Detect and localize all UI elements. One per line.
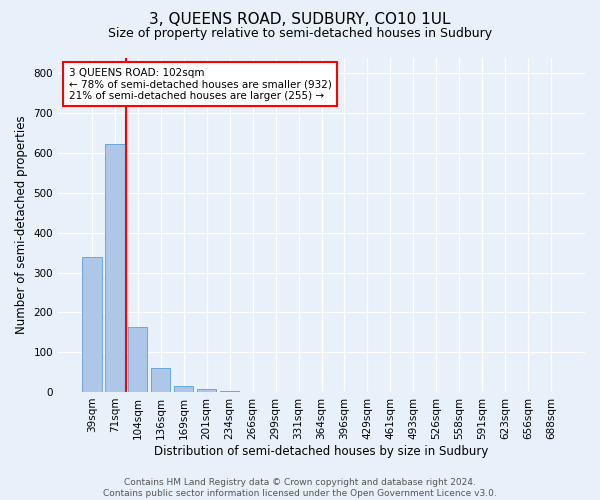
Text: Contains HM Land Registry data © Crown copyright and database right 2024.
Contai: Contains HM Land Registry data © Crown c… — [103, 478, 497, 498]
Bar — [151, 368, 170, 392]
Bar — [128, 327, 148, 392]
Bar — [174, 386, 193, 392]
Bar — [197, 389, 217, 392]
Bar — [82, 258, 101, 392]
X-axis label: Distribution of semi-detached houses by size in Sudbury: Distribution of semi-detached houses by … — [154, 444, 489, 458]
Text: 3, QUEENS ROAD, SUDBURY, CO10 1UL: 3, QUEENS ROAD, SUDBURY, CO10 1UL — [149, 12, 451, 28]
Text: Size of property relative to semi-detached houses in Sudbury: Size of property relative to semi-detach… — [108, 28, 492, 40]
Bar — [105, 144, 125, 392]
Y-axis label: Number of semi-detached properties: Number of semi-detached properties — [15, 116, 28, 334]
Bar — [220, 391, 239, 392]
Text: 3 QUEENS ROAD: 102sqm
← 78% of semi-detached houses are smaller (932)
21% of sem: 3 QUEENS ROAD: 102sqm ← 78% of semi-deta… — [68, 68, 331, 100]
